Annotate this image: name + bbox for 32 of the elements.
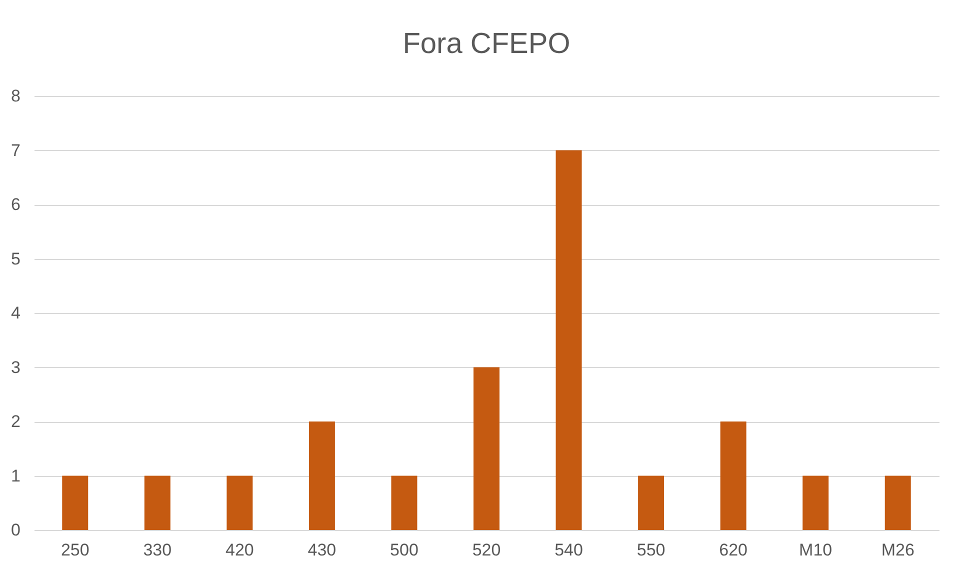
x-tick-label: 550 — [636, 540, 666, 560]
y-tick-label: 5 — [11, 249, 20, 268]
bar — [391, 476, 418, 530]
chart-title: Fora CFEPO — [402, 28, 570, 60]
y-tick-label: 4 — [11, 304, 20, 322]
bar — [308, 422, 335, 530]
x-tick-label: 540 — [554, 540, 583, 560]
x-tick-label: 520 — [472, 540, 501, 560]
x-tick-label: M10 — [799, 540, 832, 560]
y-tick-label: 3 — [11, 358, 20, 377]
bar — [884, 476, 911, 530]
y-tick-label: 2 — [11, 412, 20, 431]
y-tick-label: 1 — [11, 466, 20, 486]
bar — [62, 476, 88, 530]
bar — [720, 422, 746, 530]
x-tick-label: 500 — [390, 540, 418, 560]
y-tick-label: 0 — [11, 520, 20, 540]
y-tick-label: 7 — [11, 140, 20, 160]
x-tick-label: 250 — [60, 540, 90, 560]
x-tick-label: 430 — [308, 540, 336, 560]
x-tick-label: 420 — [225, 540, 254, 560]
x-tick-label: M26 — [881, 540, 914, 560]
bar — [802, 476, 829, 530]
bar — [226, 476, 253, 530]
x-tick-label: 620 — [719, 540, 748, 560]
bar — [474, 367, 500, 530]
bar — [638, 476, 664, 530]
bar — [144, 476, 170, 530]
bar — [556, 150, 582, 530]
y-tick-label: 8 — [11, 86, 20, 106]
x-tick-label: 330 — [143, 540, 172, 560]
y-tick-label: 6 — [11, 195, 20, 214]
